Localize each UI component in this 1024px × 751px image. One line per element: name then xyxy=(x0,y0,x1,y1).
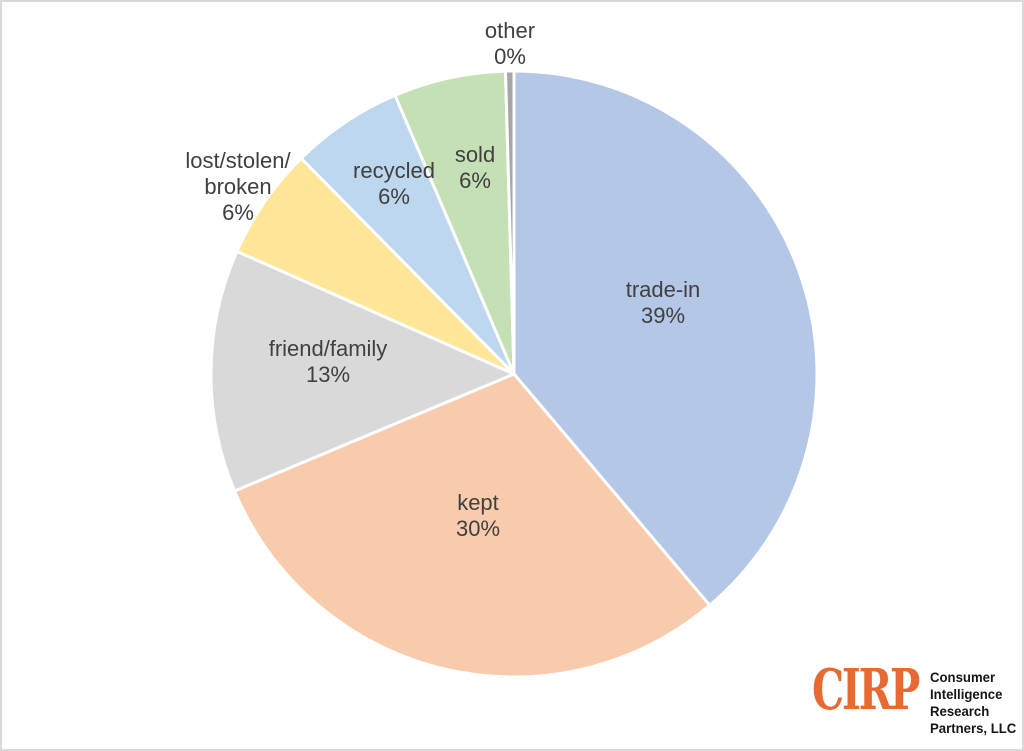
cirp-logo-line: Research xyxy=(930,703,990,719)
cirp-logo-wordmark: CIRP xyxy=(812,657,920,723)
cirp-logo-line: Intelligence xyxy=(930,686,1003,702)
cirp-logo-line: Consumer xyxy=(930,669,996,685)
pie-slice-kept xyxy=(233,372,712,679)
cirp-logo: CIRP Consumer Intelligence Research Part… xyxy=(812,657,1016,739)
pie-slice-friend-family xyxy=(209,249,516,493)
pie-slice-trade-in xyxy=(512,69,819,607)
pie-slice-other xyxy=(503,69,516,376)
cirp-logo-company-name: Consumer Intelligence Research Partners,… xyxy=(930,669,1016,737)
cirp-logo-line: Partners, LLC xyxy=(930,720,1017,736)
